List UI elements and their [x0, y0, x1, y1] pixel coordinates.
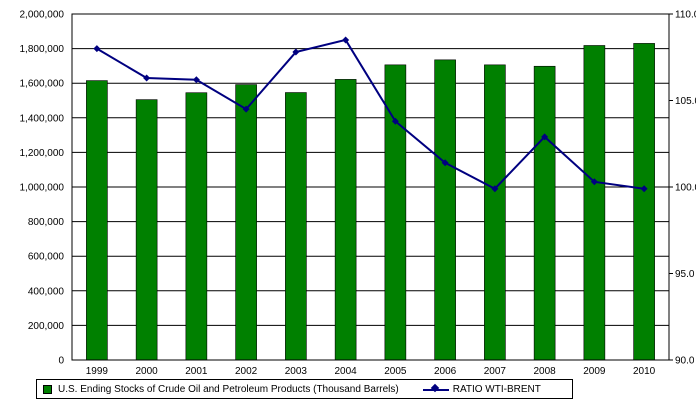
x-tick-label: 2009: [583, 366, 606, 377]
left-tick-label: 0: [58, 356, 64, 367]
bar-2006: [434, 59, 456, 361]
right-tick-label: 110.0: [675, 10, 696, 21]
bar-2008: [533, 65, 556, 361]
ratio-point-2006: [441, 159, 449, 167]
bar-2009: [583, 45, 606, 361]
x-axis-ticks: 1999 2000 2001 2002 2003 2004 2005 2006 2007 2008…: [86, 366, 656, 377]
bar-2001: [185, 92, 208, 361]
right-tick-label: 90.0: [675, 356, 695, 367]
bar-2002: [235, 84, 257, 361]
ratio-point-2002: [242, 105, 250, 113]
x-tick-label: 1999: [86, 366, 109, 377]
right-axis-ticks: 90.0 95.0 100.0 105.0 110.0: [669, 10, 696, 367]
left-axis-ticks: 0 200,000 400,000 600,000 800,000 1,000,000 1,…: [20, 10, 65, 367]
bar-2007: [484, 64, 506, 361]
left-tick-label: 800,000: [28, 217, 65, 228]
bar-2003: [285, 92, 307, 361]
x-tick-label: 2008: [534, 366, 557, 377]
ratio-point-2009: [590, 178, 598, 186]
legend-line-swatch: [422, 384, 449, 394]
ratio-point-2004: [342, 36, 350, 44]
left-tick-label: 200,000: [28, 321, 65, 332]
left-tick-label: 400,000: [28, 286, 65, 297]
ratio-point-2003: [292, 48, 300, 56]
left-tick-label: 1,200,000: [20, 148, 65, 159]
ratio-point-2007: [491, 185, 499, 193]
x-tick-label: 2003: [285, 366, 308, 377]
legend-label-ratio: RATIO WTI-BRENT: [452, 383, 541, 395]
bar-1999: [86, 80, 108, 361]
right-tick-label: 95.0: [675, 269, 695, 280]
legend-bar-swatch: [43, 384, 52, 394]
right-tick-label: 105.0: [675, 96, 696, 107]
bar-2000: [135, 99, 158, 361]
left-tick-label: 2,000,000: [20, 10, 65, 21]
bar-series: [86, 43, 655, 361]
legend-item-stocks: U.S. Ending Stocks of Crude Oil and Petr…: [43, 384, 399, 395]
x-tick-label: 2001: [185, 366, 208, 377]
ratio-point-2000: [143, 74, 151, 82]
bar-2010: [633, 43, 655, 361]
ratio-point-2008: [541, 133, 549, 141]
right-tick-label: 100.0: [675, 183, 696, 194]
legend-label-stocks: U.S. Ending Stocks of Crude Oil and Petr…: [58, 383, 399, 395]
gridlines: [72, 13, 669, 361]
left-tick-label: 1,400,000: [20, 113, 65, 124]
x-tick-label: 2000: [136, 366, 159, 377]
x-tick-label: 2004: [335, 366, 358, 377]
ratio-line: [96, 38, 645, 190]
x-tick-label: 2006: [434, 366, 457, 377]
legend: U.S. Ending Stocks of Crude Oil and Petr…: [36, 379, 573, 399]
left-tick-label: 1,800,000: [20, 44, 65, 55]
legend-item-ratio: RATIO WTI-BRENT: [405, 384, 541, 395]
x-tick-label: 2005: [384, 366, 407, 377]
x-tick-label: 2002: [235, 366, 258, 377]
left-tick-label: 600,000: [28, 252, 65, 263]
ratio-point-2001: [192, 76, 200, 84]
line-series: [93, 36, 648, 193]
ratio-point-2005: [391, 117, 399, 125]
x-tick-label: 2010: [633, 366, 656, 377]
left-tick-label: 1,600,000: [20, 79, 65, 90]
ratio-point-1999: [93, 45, 101, 53]
left-tick-label: 1,000,000: [20, 183, 65, 194]
ratio-point-2010: [640, 185, 648, 193]
x-tick-label: 2007: [484, 366, 507, 377]
bar-2004: [334, 79, 357, 361]
